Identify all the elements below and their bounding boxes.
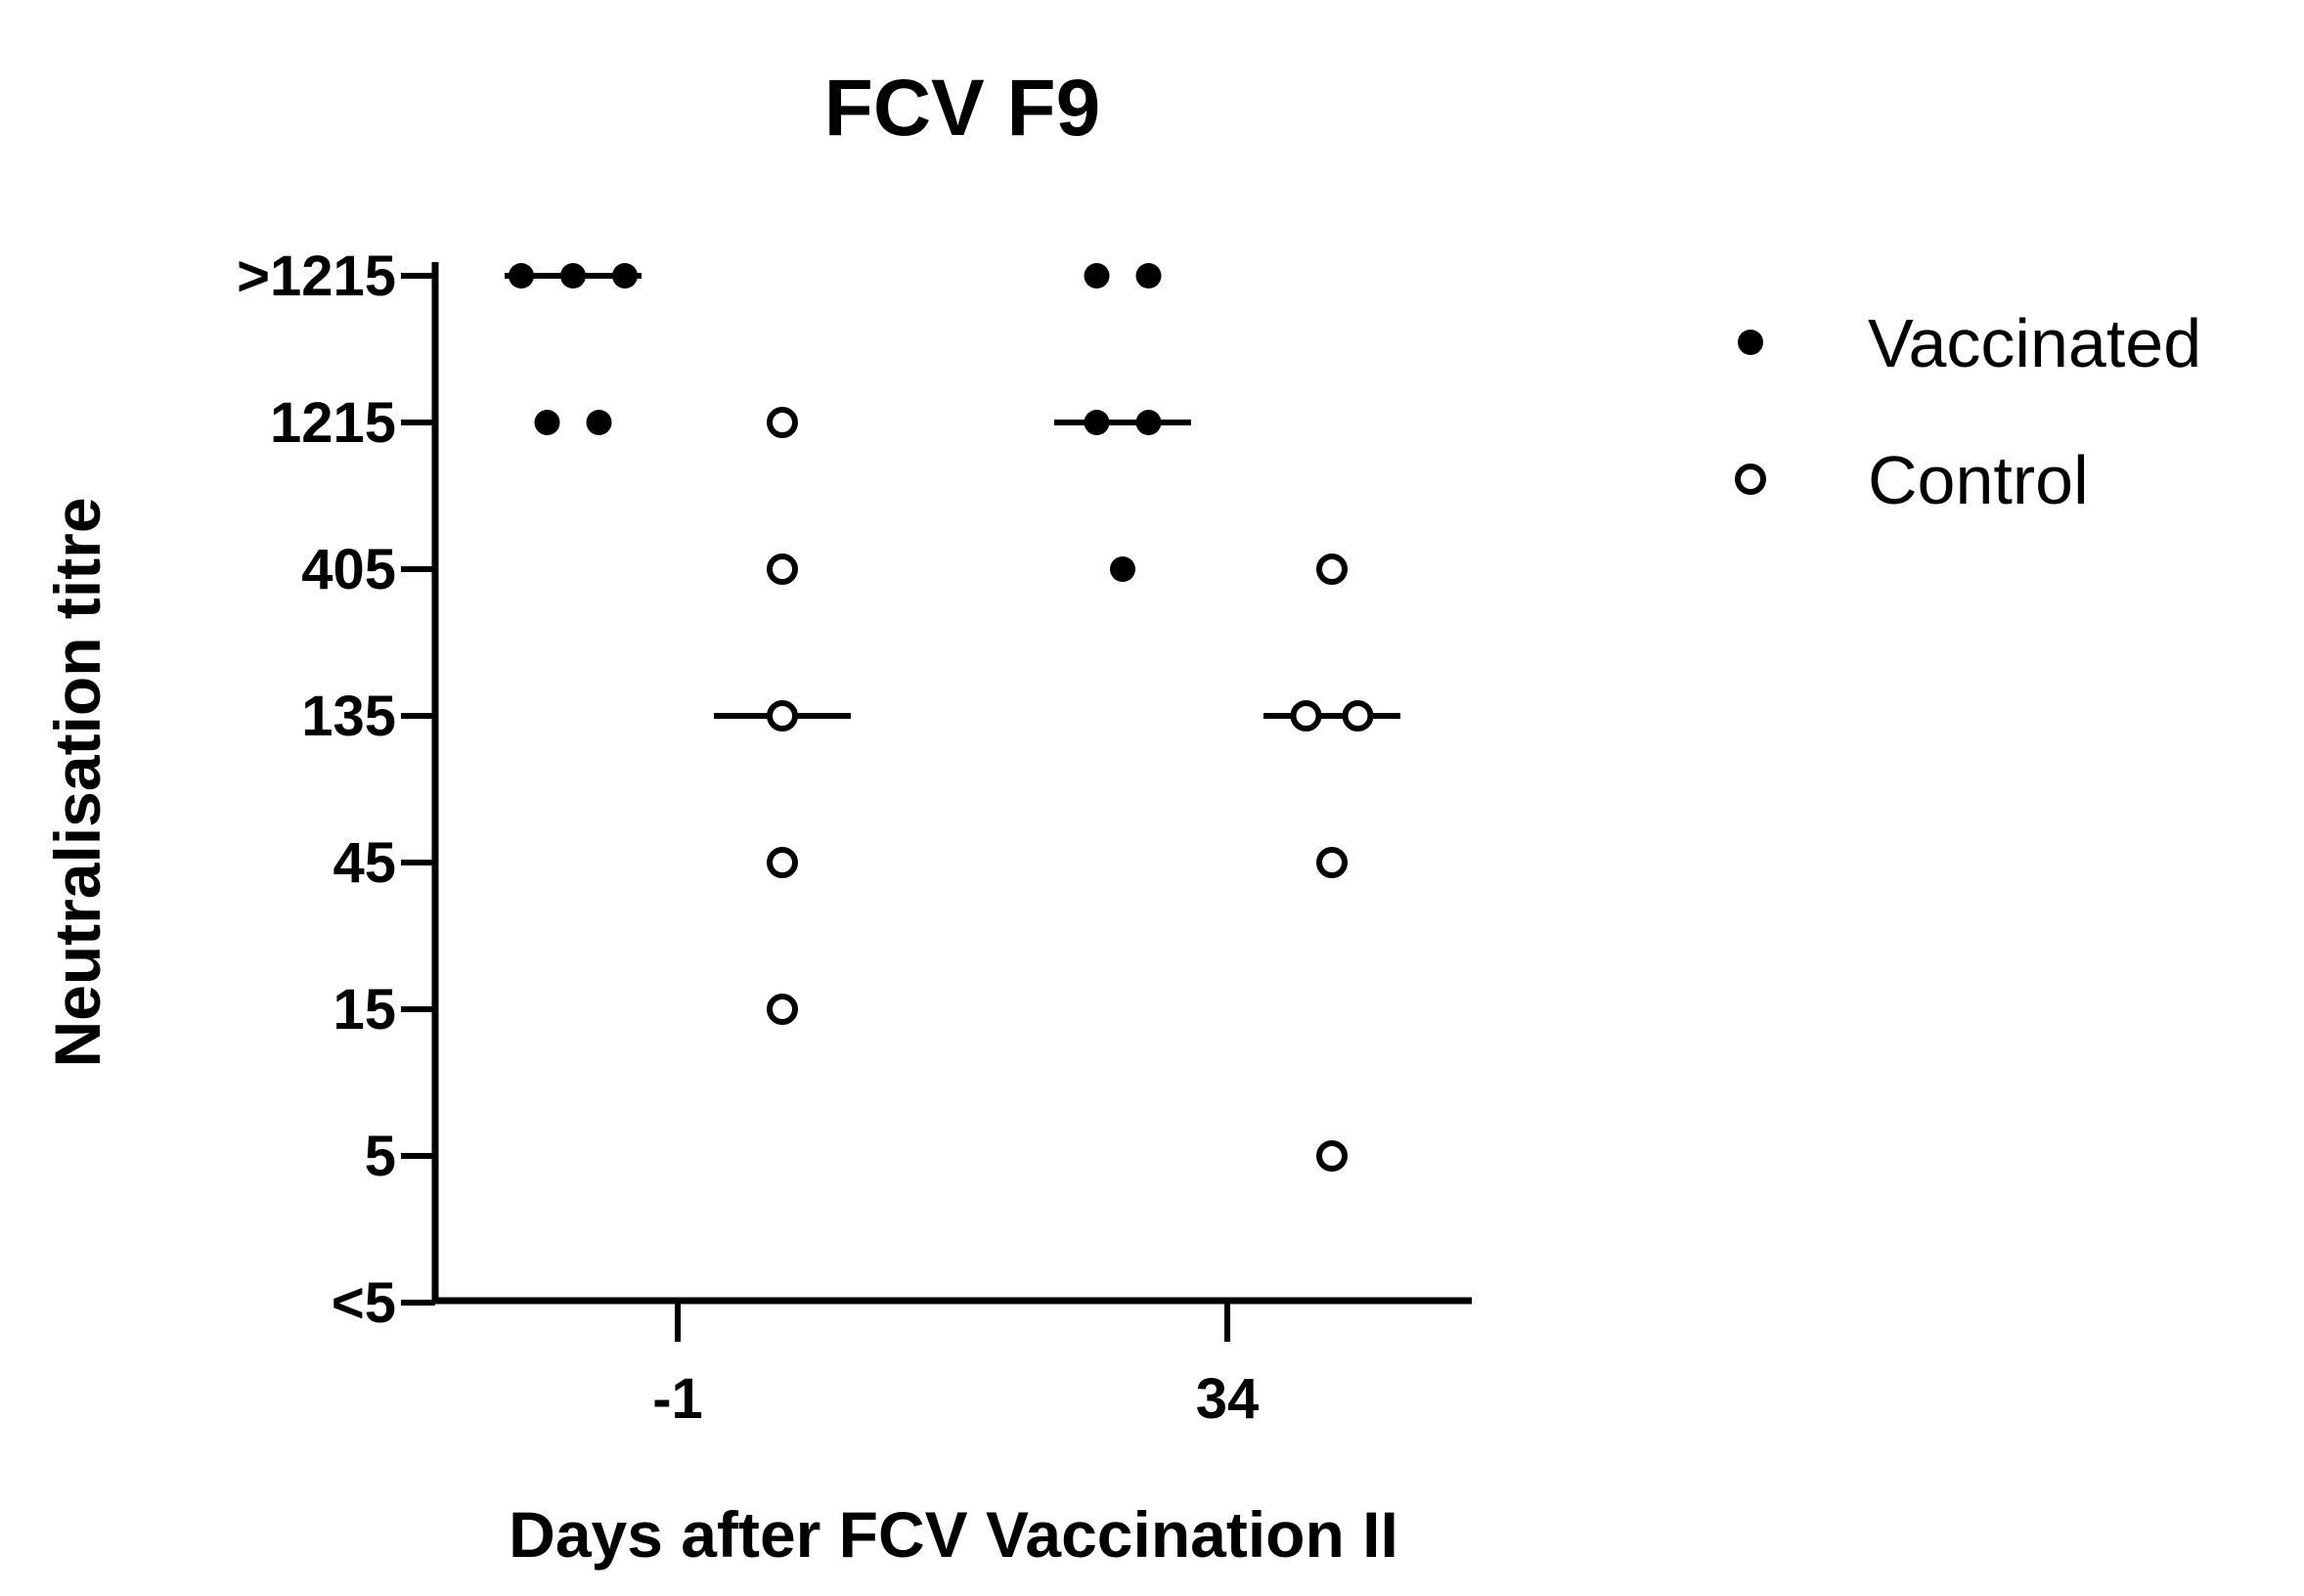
vaccinated-point <box>534 410 560 435</box>
y-tick-label: >1215 <box>237 244 396 308</box>
legend-label-vaccinated: Vaccinated <box>1868 305 2201 381</box>
x-tick-label: 34 <box>1196 1367 1260 1431</box>
median-lines <box>505 273 1400 719</box>
vaccinated-point <box>586 410 612 435</box>
y-axis-label: Neutralisation titre <box>41 497 113 1067</box>
legend-marker-control <box>1735 464 1766 495</box>
vaccinated-point <box>509 263 534 288</box>
control-point <box>1316 554 1348 585</box>
vaccinated-point <box>1135 410 1162 435</box>
control-point <box>767 407 798 438</box>
x-axis-ticks: -1 34 <box>652 1301 1259 1431</box>
y-tick-label: 5 <box>365 1125 396 1188</box>
control-point <box>1316 1140 1348 1172</box>
y-tick-label: 135 <box>301 685 396 748</box>
legend-marker-vaccinated <box>1738 330 1763 355</box>
vaccinated-point <box>1084 263 1110 288</box>
control-point <box>1290 700 1322 732</box>
vaccinated-point <box>560 263 586 288</box>
vaccinated-point <box>612 263 638 288</box>
y-tick-label: 405 <box>301 538 396 601</box>
y-tick-label: 45 <box>332 831 396 895</box>
control-point <box>1342 700 1374 732</box>
chart-title: FCV F9 <box>824 64 1100 153</box>
control-point <box>767 994 798 1025</box>
y-tick-label: 15 <box>332 978 396 1042</box>
x-axis-label: Days after FCV Vaccination II <box>509 1498 1398 1571</box>
x-tick-label: -1 <box>652 1367 703 1431</box>
legend: Vaccinated Control <box>1735 305 2201 518</box>
vaccinated-point <box>1135 263 1162 288</box>
y-tick-label: 1215 <box>270 391 396 455</box>
y-tick-label: <5 <box>332 1271 396 1335</box>
control-point <box>767 847 798 878</box>
data-points <box>509 263 1374 1172</box>
legend-label-control: Control <box>1868 442 2089 518</box>
vaccinated-point <box>1110 556 1135 582</box>
control-point <box>767 700 798 732</box>
control-point <box>767 554 798 585</box>
vaccinated-point <box>1084 410 1110 435</box>
y-axis-ticks: <5 5 15 45 135 405 1215 >1215 <box>237 244 435 1335</box>
control-point <box>1316 847 1348 878</box>
axes <box>431 262 1472 1305</box>
